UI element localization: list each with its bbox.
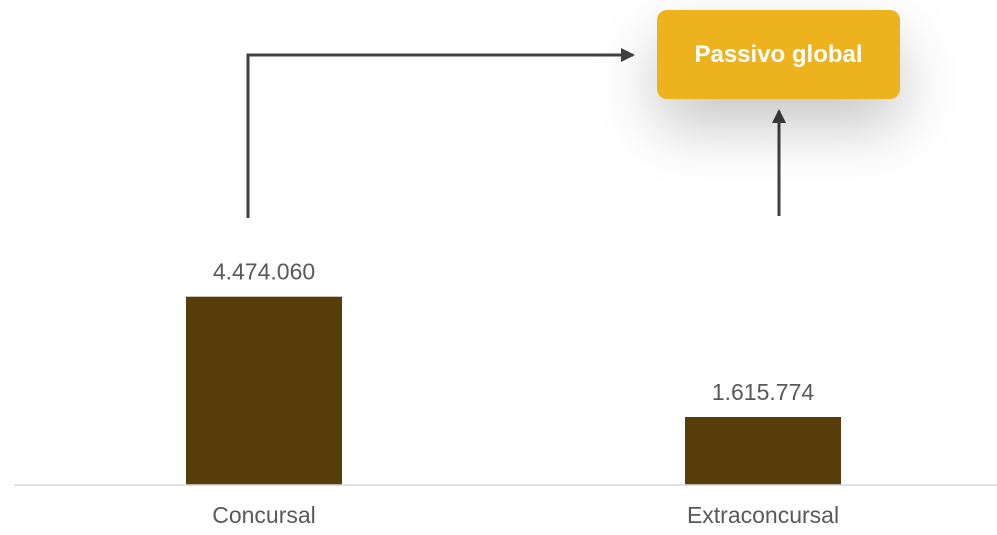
category-label-extraconcursal: Extraconcursal bbox=[687, 502, 839, 528]
category-labels-group: Concursal Extraconcursal bbox=[212, 502, 839, 528]
arrows-group bbox=[246, 48, 786, 218]
bar-extraconcursal bbox=[685, 416, 841, 485]
concursal-arrow bbox=[246, 48, 635, 218]
value-label-extraconcursal: 1.615.774 bbox=[712, 379, 815, 405]
bar-concursal bbox=[186, 296, 342, 485]
value-label-concursal: 4.474.060 bbox=[213, 259, 315, 285]
category-label-concursal: Concursal bbox=[212, 502, 316, 528]
bars-group bbox=[186, 296, 841, 485]
value-labels-group: 4.474.060 1.615.774 bbox=[213, 259, 815, 405]
passivo-global-callout: Passivo global bbox=[657, 10, 900, 99]
